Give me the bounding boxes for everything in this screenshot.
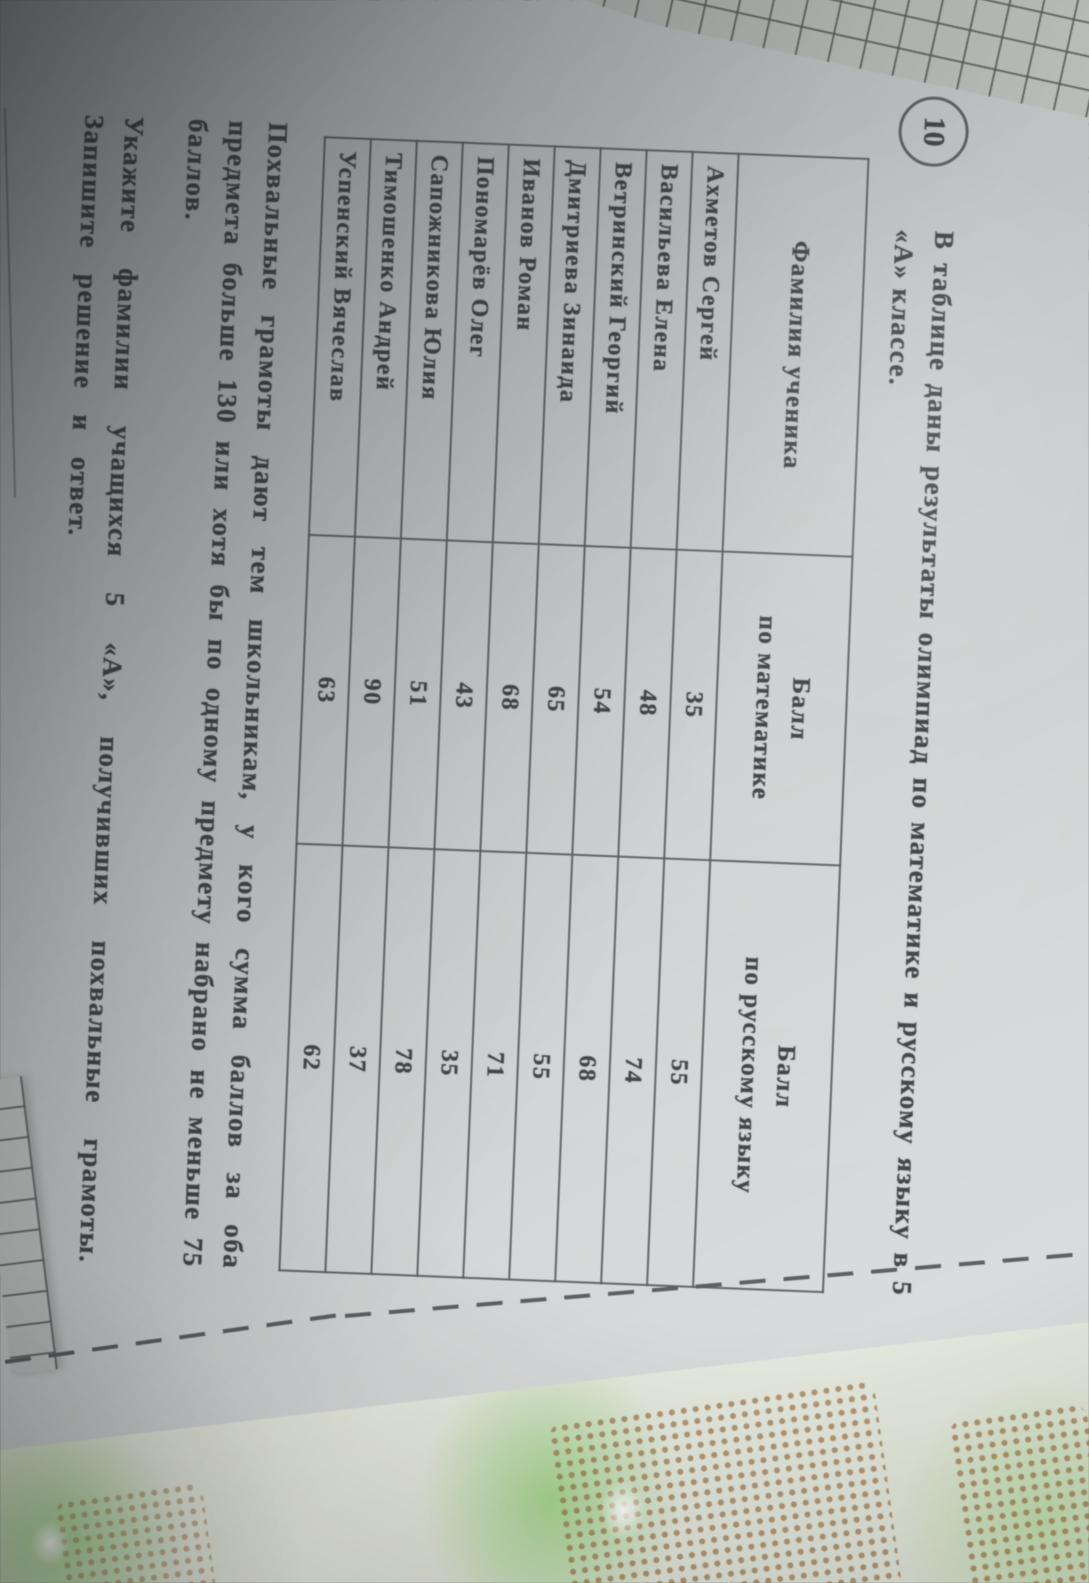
header-math-score: Балл по математике [710, 551, 853, 866]
header-student-name: Фамилия ученика [722, 153, 869, 558]
tablecloth-glint [600, 1480, 646, 1540]
tablecloth-glint [30, 1520, 70, 1566]
document-content: 10 В таблице даны результаты олимпиад по… [0, 95, 971, 1297]
scores-table: Фамилия ученика Балл по математике Балл … [278, 136, 869, 1293]
task-paragraph: Укажите фамилии учащихся 5 «А», получивш… [62, 114, 150, 1265]
tablecloth-dot-pattern [946, 1401, 1089, 1583]
criteria-paragraph: Похвальные грамоты дают тем школьникам, … [177, 118, 294, 1270]
header-russian-score: Балл по русскому языку [693, 860, 841, 1293]
